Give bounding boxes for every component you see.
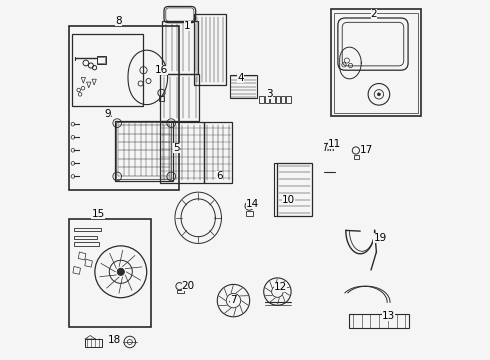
Text: 13: 13	[382, 311, 395, 321]
Text: 10: 10	[282, 195, 295, 205]
Text: 19: 19	[373, 233, 387, 243]
Bar	[160, 74, 199, 121]
Bar	[97, 56, 106, 64]
Text: 3: 3	[266, 89, 273, 99]
Text: 20: 20	[182, 281, 195, 291]
Bar	[85, 339, 102, 347]
Text: 15: 15	[92, 209, 105, 219]
Bar	[69, 26, 179, 190]
Bar	[246, 211, 253, 216]
Circle shape	[377, 93, 380, 96]
Text: 2: 2	[370, 9, 377, 19]
Bar	[281, 96, 285, 103]
Text: 12: 12	[273, 282, 287, 292]
Bar	[117, 122, 171, 179]
Bar	[74, 236, 98, 239]
Bar	[160, 122, 204, 183]
Bar	[286, 96, 291, 103]
Text: 9: 9	[104, 109, 111, 120]
Bar	[270, 96, 274, 103]
Bar	[159, 96, 164, 101]
Text: 17: 17	[360, 145, 373, 156]
Bar	[115, 121, 173, 181]
Bar	[259, 96, 264, 103]
Text: 11: 11	[328, 139, 341, 149]
Bar	[204, 122, 232, 183]
Bar	[265, 96, 269, 103]
Bar	[72, 34, 144, 106]
Bar	[74, 228, 101, 231]
Bar	[74, 242, 99, 246]
Bar	[354, 155, 360, 159]
Bar	[275, 96, 280, 103]
Bar	[98, 57, 105, 63]
Text: 4: 4	[237, 73, 244, 84]
Text: 7: 7	[230, 294, 237, 305]
Bar	[176, 290, 184, 293]
Bar	[162, 21, 198, 74]
Bar	[349, 314, 409, 328]
Bar	[69, 219, 151, 327]
Text: 16: 16	[155, 65, 168, 75]
Text: 6: 6	[217, 171, 223, 181]
Text: 1: 1	[184, 21, 191, 31]
Text: 5: 5	[173, 143, 180, 153]
Bar	[331, 9, 421, 116]
Text: 8: 8	[115, 16, 122, 26]
Bar	[194, 14, 226, 85]
Bar	[334, 13, 418, 113]
Text: 18: 18	[108, 335, 122, 345]
Text: 14: 14	[245, 199, 259, 210]
Bar	[277, 163, 312, 216]
Circle shape	[117, 268, 124, 275]
Bar	[230, 75, 257, 98]
